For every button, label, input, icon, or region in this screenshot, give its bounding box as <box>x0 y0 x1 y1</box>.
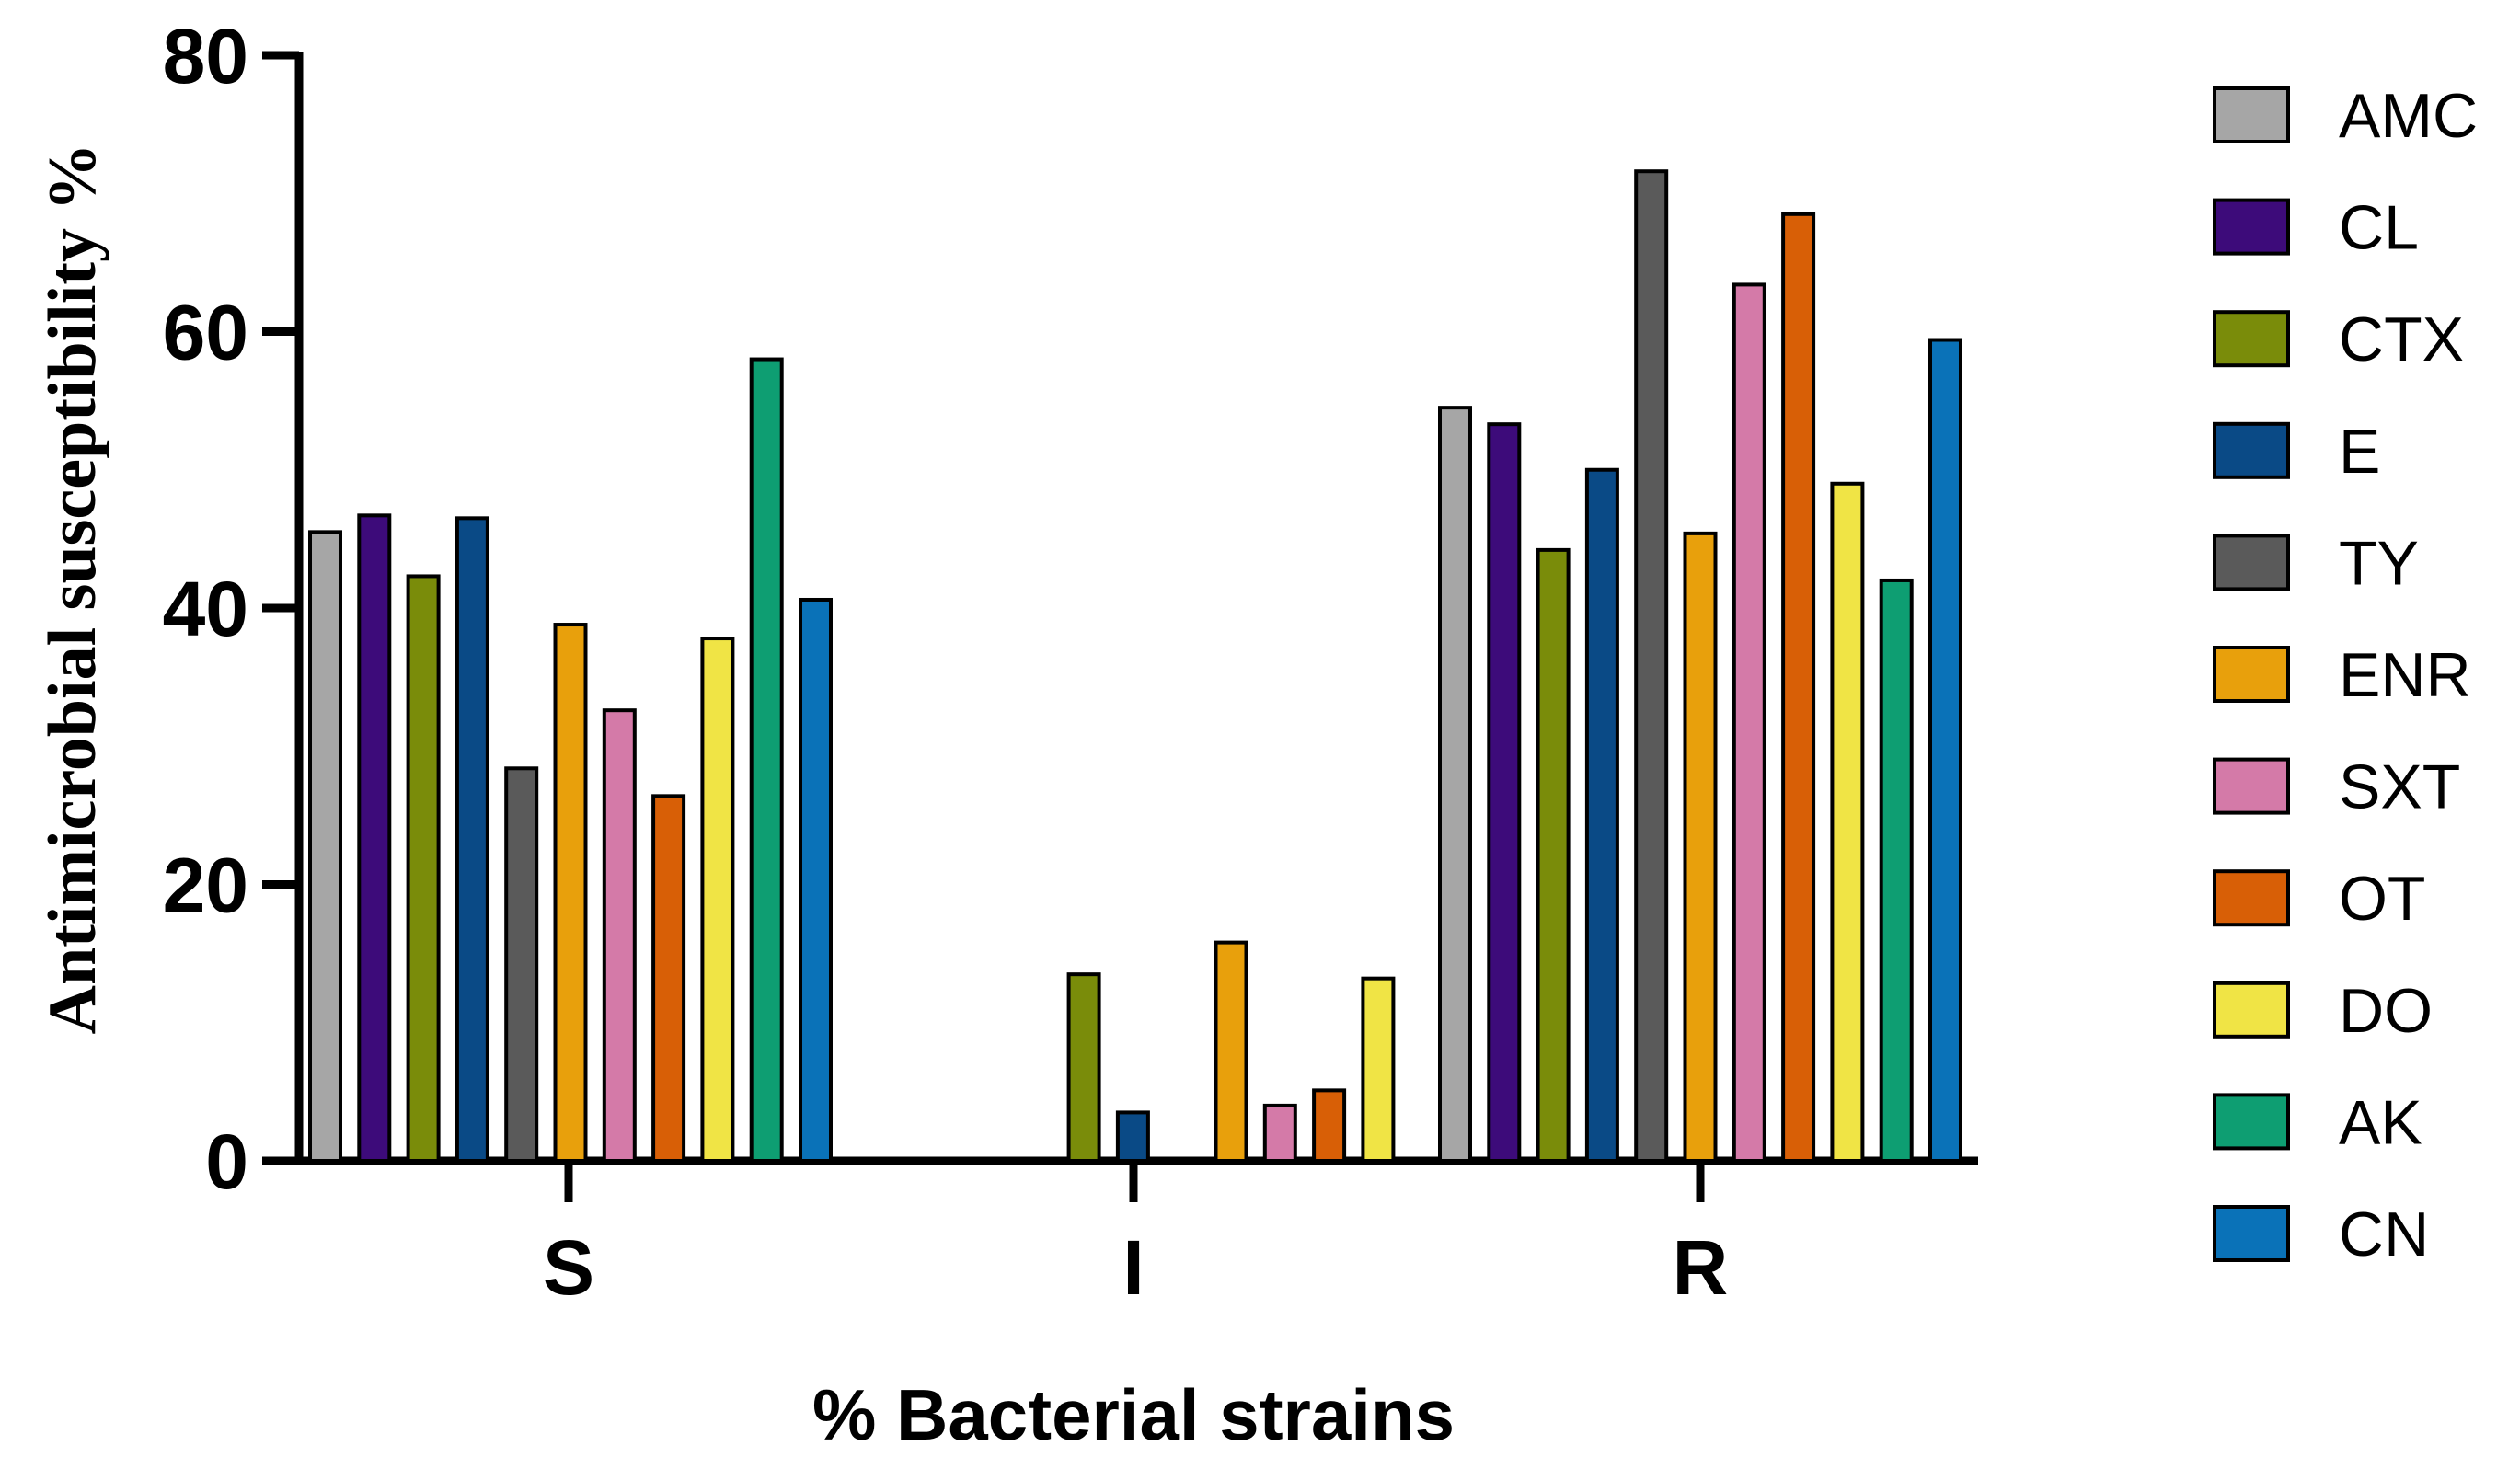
y-axis-title: Antimicrobial susceptibility % <box>35 143 110 1035</box>
legend-label-amc: AMC <box>2339 81 2478 151</box>
bar-cn-r <box>1928 338 1962 1163</box>
legend-swatch-ak <box>2213 1093 2290 1151</box>
legend-label-cl: CL <box>2339 193 2419 263</box>
bar-enr-r <box>1683 531 1718 1163</box>
bar-sxt-i <box>1262 1103 1297 1164</box>
legend-swatch-ty <box>2213 534 2290 591</box>
bar-sxt-r <box>1732 282 1766 1164</box>
bar-ctx-s <box>406 574 441 1163</box>
bar-e-r <box>1584 467 1619 1163</box>
x-category-label: I <box>1122 1224 1144 1311</box>
x-axis-title: % Bacterial strains <box>812 1374 1455 1455</box>
bar-do-r <box>1830 481 1865 1163</box>
bar-ty-r <box>1634 169 1669 1164</box>
bar-cl-s <box>357 513 392 1163</box>
legend-swatch-do <box>2213 981 2290 1039</box>
bar-ot-i <box>1312 1088 1347 1164</box>
legend-swatch-ot <box>2213 869 2290 927</box>
y-tick-label: 60 <box>163 290 248 376</box>
bar-cl-r <box>1487 422 1522 1164</box>
bar-cn-s <box>799 597 833 1163</box>
legend-label-ty: TY <box>2339 528 2419 598</box>
legend-label-enr: ENR <box>2339 640 2471 710</box>
bar-ot-r <box>1781 212 1816 1164</box>
legend-label-do: DO <box>2339 976 2433 1046</box>
bar-e-i <box>1115 1110 1150 1163</box>
legend-label-e: E <box>2339 417 2380 487</box>
bar-ctx-r <box>1536 547 1571 1163</box>
bar-do-i <box>1361 976 1396 1164</box>
bar-enr-i <box>1214 940 1248 1163</box>
bar-do-s <box>700 637 735 1163</box>
legend-swatch-cl <box>2213 198 2290 256</box>
bar-amc-r <box>1438 406 1472 1163</box>
bar-ot-s <box>651 794 686 1164</box>
bar-enr-s <box>553 623 588 1163</box>
y-tick-label: 0 <box>205 1119 248 1205</box>
y-tick-label: 20 <box>163 843 248 929</box>
bar-amc-s <box>308 530 342 1163</box>
bar-sxt-s <box>602 708 637 1163</box>
x-category-label: R <box>1673 1224 1729 1311</box>
legend-label-sxt: SXT <box>2339 752 2460 822</box>
bar-ak-r <box>1879 578 1914 1163</box>
legend-swatch-ctx <box>2213 310 2290 368</box>
legend-swatch-e <box>2213 421 2290 479</box>
legend-label-ak: AK <box>2339 1087 2422 1157</box>
bar-e-s <box>455 516 489 1163</box>
y-tick-label: 40 <box>163 566 248 652</box>
legend-swatch-cn <box>2213 1205 2290 1262</box>
bar-ak-s <box>749 357 784 1163</box>
x-category-label: S <box>543 1224 594 1311</box>
legend-label-ctx: CTX <box>2339 304 2464 374</box>
bar-ctx-i <box>1066 972 1101 1163</box>
y-tick-label: 80 <box>163 13 248 99</box>
bar-ty-s <box>504 766 539 1163</box>
legend-swatch-enr <box>2213 646 2290 703</box>
legend-swatch-amc <box>2213 86 2290 143</box>
legend-label-ot: OT <box>2339 864 2425 934</box>
legend-label-cn: CN <box>2339 1199 2429 1269</box>
legend-swatch-sxt <box>2213 757 2290 815</box>
